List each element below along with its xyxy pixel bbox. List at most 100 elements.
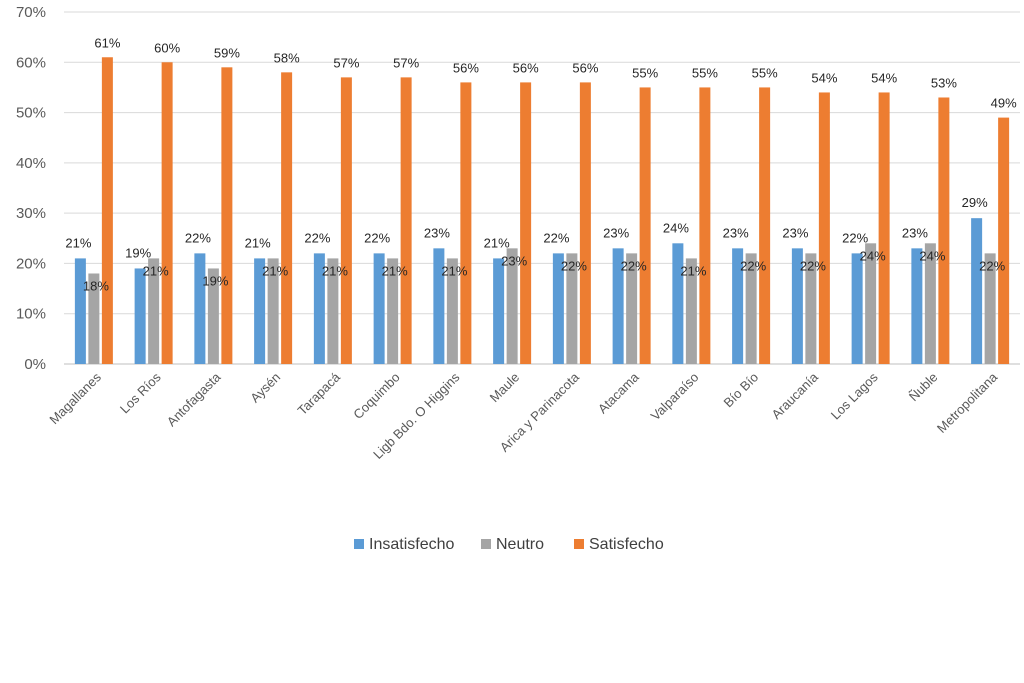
category-label: Tarapacá [295,369,344,418]
y-tick-label: 50% [16,105,46,122]
bar-insatisfecho [732,248,744,364]
bar-neutro [88,273,100,364]
data-label-satisfecho: 59% [214,45,240,60]
data-label-neutro: 22% [800,258,826,273]
data-label-neutro: 21% [262,263,288,278]
bar-neutro [387,258,399,364]
category-label: Magallanes [46,369,104,427]
bar-satisfecho [400,77,412,364]
data-label-insatisfecho: 21% [65,235,91,250]
category-label: Antofagasta [164,369,224,429]
bar-satisfecho [520,82,532,365]
bar-neutro [446,258,458,364]
data-label-satisfecho: 54% [811,70,837,85]
data-label-insatisfecho: 22% [543,230,569,245]
data-label-satisfecho: 53% [931,75,957,90]
bar-insatisfecho [254,258,266,364]
data-label-satisfecho: 57% [393,55,419,70]
data-label-satisfecho: 55% [632,65,658,80]
bar-insatisfecho [493,258,505,364]
bar-satisfecho [938,97,950,364]
bar-insatisfecho [672,243,684,364]
y-tick-label: 20% [16,255,46,272]
data-label-insatisfecho: 21% [484,235,510,250]
bar-insatisfecho [911,248,923,364]
bar-satisfecho [340,77,352,364]
data-label-satisfecho: 49% [991,96,1017,111]
data-label-neutro: 22% [621,258,647,273]
data-label-neutro: 24% [919,248,945,263]
bar-neutro [745,253,757,364]
legend-swatch-neutro [481,539,491,549]
bar-neutro [506,248,518,364]
y-tick-label: 40% [16,155,46,172]
data-label-neutro: 21% [441,263,467,278]
data-label-satisfecho: 60% [154,40,180,55]
bar-satisfecho [101,57,113,364]
bar-satisfecho [998,117,1010,364]
data-label-satisfecho: 54% [871,70,897,85]
y-tick-label: 0% [24,356,46,373]
bar-neutro [566,253,578,364]
data-label-satisfecho: 61% [94,35,120,50]
category-label: Coquimbo [350,370,403,423]
data-label-satisfecho: 57% [333,55,359,70]
data-label-neutro: 18% [83,278,109,293]
y-tick-label: 30% [16,205,46,222]
bar-insatisfecho [552,253,564,364]
data-label-insatisfecho: 21% [245,235,271,250]
bar-satisfecho [579,82,591,365]
bar-satisfecho [460,82,472,365]
bar-neutro [924,243,936,364]
bar-insatisfecho [791,248,803,364]
bar-insatisfecho [851,253,863,364]
data-label-insatisfecho: 29% [962,195,988,210]
bar-neutro [207,268,219,364]
category-label: Los Lagos [828,369,881,422]
category-label: Ñuble [906,370,941,405]
bar-insatisfecho [433,248,445,364]
y-tick-label: 10% [16,306,46,323]
data-label-insatisfecho: 23% [782,225,808,240]
data-label-neutro: 21% [143,263,169,278]
data-label-insatisfecho: 22% [842,230,868,245]
bar-insatisfecho [134,268,146,364]
data-label-neutro: 22% [561,258,587,273]
legend-label-neutro: Neutro [496,536,544,553]
bar-insatisfecho [194,253,206,364]
data-label-insatisfecho: 23% [723,225,749,240]
y-tick-label: 60% [16,54,46,71]
data-label-neutro: 21% [382,263,408,278]
bar-satisfecho [878,92,890,364]
legend-swatch-insatisfecho [354,539,364,549]
bar-satisfecho [699,87,711,364]
data-label-neutro: 21% [680,263,706,278]
category-label: Aysén [247,370,283,406]
data-label-satisfecho: 58% [274,50,300,65]
category-label: Maule [487,370,523,406]
bar-insatisfecho [313,253,325,364]
data-label-neutro: 24% [860,248,886,263]
bar-satisfecho [161,62,173,365]
category-label: Araucanía [768,369,821,422]
data-label-satisfecho: 56% [572,60,598,75]
bar-neutro [626,253,638,364]
bar-neutro [805,253,817,364]
data-label-neutro: 21% [322,263,348,278]
bar-satisfecho [221,67,233,365]
data-label-insatisfecho: 24% [663,220,689,235]
y-tick-label: 70% [16,4,46,21]
legend-label-satisfecho: Satisfecho [589,536,664,553]
bar-neutro [148,258,160,364]
data-label-neutro: 23% [501,253,527,268]
data-label-satisfecho: 55% [692,65,718,80]
bar-insatisfecho [373,253,385,364]
category-label: Los Ríos [117,369,164,416]
bar-insatisfecho [971,218,983,364]
data-label-insatisfecho: 22% [304,230,330,245]
bar-satisfecho [639,87,651,364]
data-label-insatisfecho: 23% [603,225,629,240]
bar-neutro [984,253,996,364]
